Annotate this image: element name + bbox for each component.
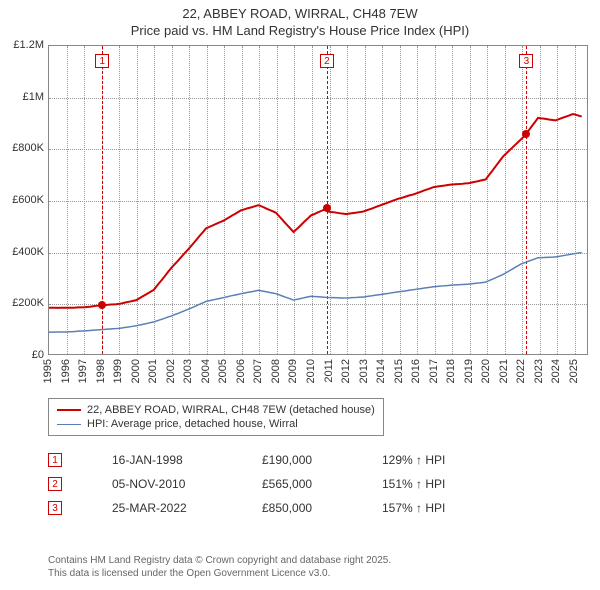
- x-tick-label: 2016: [410, 359, 422, 383]
- x-tick-label: 2011: [323, 359, 335, 383]
- sales-row: 2 05-NOV-2010 £565,000 151% ↑ HPI: [48, 472, 492, 496]
- sales-row-hpi: 129% ↑ HPI: [382, 453, 492, 467]
- sales-row-price: £565,000: [262, 477, 342, 491]
- x-tick-label: 2024: [550, 359, 562, 383]
- title-address: 22, ABBEY ROAD, WIRRAL, CH48 7EW: [0, 6, 600, 23]
- x-tick-label: 2002: [165, 359, 177, 383]
- sales-row-hpi: 151% ↑ HPI: [382, 477, 492, 491]
- sales-row-hpi: 157% ↑ HPI: [382, 501, 492, 515]
- y-tick-label: £400K: [4, 246, 44, 258]
- x-tick-label: 2012: [340, 359, 352, 383]
- sale-marker-box: 1: [95, 54, 109, 68]
- x-tick-label: 2020: [480, 359, 492, 383]
- sales-row-number: 1: [48, 453, 62, 467]
- sales-row: 3 25-MAR-2022 £850,000 157% ↑ HPI: [48, 496, 492, 520]
- x-tick-label: 2014: [375, 359, 387, 383]
- x-tick-label: 2004: [200, 359, 212, 383]
- x-tick-label: 2017: [428, 359, 440, 383]
- sales-row-number: 3: [48, 501, 62, 515]
- title-block: 22, ABBEY ROAD, WIRRAL, CH48 7EW Price p…: [0, 0, 600, 40]
- sales-row-number: 2: [48, 477, 62, 491]
- x-tick-label: 2008: [270, 359, 282, 383]
- x-tick-label: 2021: [498, 359, 510, 383]
- sales-row-price: £190,000: [262, 453, 342, 467]
- sales-row-price: £850,000: [262, 501, 342, 515]
- sale-dot: [323, 204, 331, 212]
- x-tick-label: 1998: [95, 359, 107, 383]
- series-line: [49, 114, 582, 308]
- footer-attribution: Contains HM Land Registry data © Crown c…: [48, 554, 391, 580]
- x-tick-label: 2015: [393, 359, 405, 383]
- x-tick-label: 2013: [358, 359, 370, 383]
- x-tick-label: 2003: [182, 359, 194, 383]
- x-tick-label: 2005: [217, 359, 229, 383]
- x-tick-label: 2000: [130, 359, 142, 383]
- x-tick-label: 2025: [568, 359, 580, 383]
- x-tick-label: 2019: [463, 359, 475, 383]
- x-tick-label: 1999: [112, 359, 124, 383]
- sale-marker-box: 3: [519, 54, 533, 68]
- y-tick-label: £800K: [4, 142, 44, 154]
- chart-container: 22, ABBEY ROAD, WIRRAL, CH48 7EW Price p…: [0, 0, 600, 590]
- x-tick-label: 2007: [252, 359, 264, 383]
- title-subtitle: Price paid vs. HM Land Registry's House …: [0, 23, 600, 40]
- x-tick-label: 1995: [42, 359, 54, 383]
- legend-swatch: [57, 409, 81, 411]
- legend-label: 22, ABBEY ROAD, WIRRAL, CH48 7EW (detach…: [87, 404, 375, 416]
- x-tick-label: 2010: [305, 359, 317, 383]
- sales-table: 1 16-JAN-1998 £190,000 129% ↑ HPI 2 05-NOV-20…: [48, 448, 492, 520]
- legend-row: 22, ABBEY ROAD, WIRRAL, CH48 7EW (detach…: [57, 403, 375, 417]
- sales-row-date: 25-MAR-2022: [112, 501, 222, 515]
- sale-dot: [98, 301, 106, 309]
- footer-line2: This data is licensed under the Open Gov…: [48, 567, 391, 580]
- y-tick-label: £200K: [4, 297, 44, 309]
- y-tick-label: £0: [4, 349, 44, 361]
- plot-area: 1 2 3: [48, 45, 588, 355]
- x-tick-label: 2023: [533, 359, 545, 383]
- x-tick-label: 2009: [287, 359, 299, 383]
- line-series-svg: [49, 46, 587, 354]
- sales-row-date: 16-JAN-1998: [112, 453, 222, 467]
- x-tick-label: 2018: [445, 359, 457, 383]
- legend-swatch: [57, 424, 81, 425]
- sales-row: 1 16-JAN-1998 £190,000 129% ↑ HPI: [48, 448, 492, 472]
- x-tick-label: 2001: [147, 359, 159, 383]
- y-tick-label: £1.2M: [4, 39, 44, 51]
- legend-row: HPI: Average price, detached house, Wirr…: [57, 417, 375, 431]
- y-tick-label: £600K: [4, 194, 44, 206]
- x-tick-label: 1997: [77, 359, 89, 383]
- legend-label: HPI: Average price, detached house, Wirr…: [87, 418, 298, 430]
- series-line: [49, 253, 582, 332]
- x-tick-label: 1996: [60, 359, 72, 383]
- x-tick-label: 2006: [235, 359, 247, 383]
- sale-marker-box: 2: [320, 54, 334, 68]
- sale-dot: [522, 130, 530, 138]
- sales-row-date: 05-NOV-2010: [112, 477, 222, 491]
- y-tick-label: £1M: [4, 91, 44, 103]
- legend: 22, ABBEY ROAD, WIRRAL, CH48 7EW (detach…: [48, 398, 384, 436]
- footer-line1: Contains HM Land Registry data © Crown c…: [48, 554, 391, 567]
- x-tick-label: 2022: [515, 359, 527, 383]
